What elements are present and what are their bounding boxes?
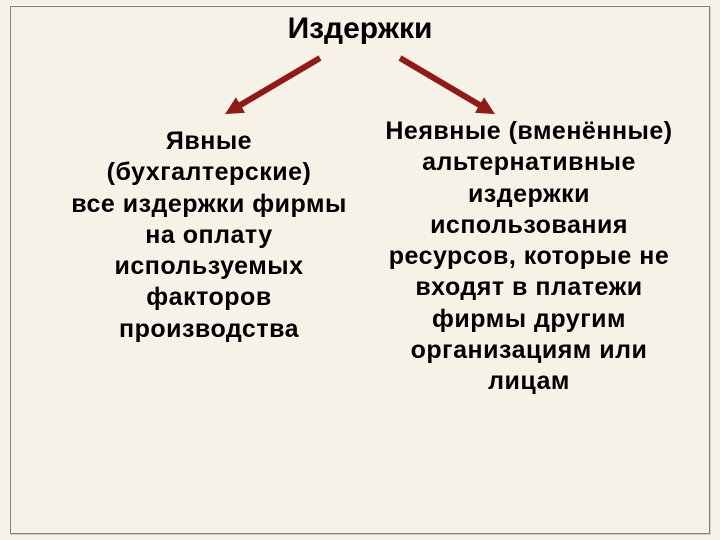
right-body: альтернативные издержки использования ре…: [384, 147, 674, 397]
arrow-right: [400, 58, 488, 110]
left-heading: Явные (бухгалтерские): [64, 126, 354, 189]
column-right: Неявные (вменённые) альтернативные издер…: [384, 116, 674, 397]
arrow-left: [232, 58, 320, 110]
slide: Издержки Явные (бухгалтерские) все издер…: [0, 0, 720, 540]
left-body: все издержки фирмы на оплату используемы…: [64, 189, 354, 345]
column-left: Явные (бухгалтерские) все издержки фирмы…: [64, 126, 354, 345]
right-heading: Неявные (вменённые): [384, 116, 674, 147]
